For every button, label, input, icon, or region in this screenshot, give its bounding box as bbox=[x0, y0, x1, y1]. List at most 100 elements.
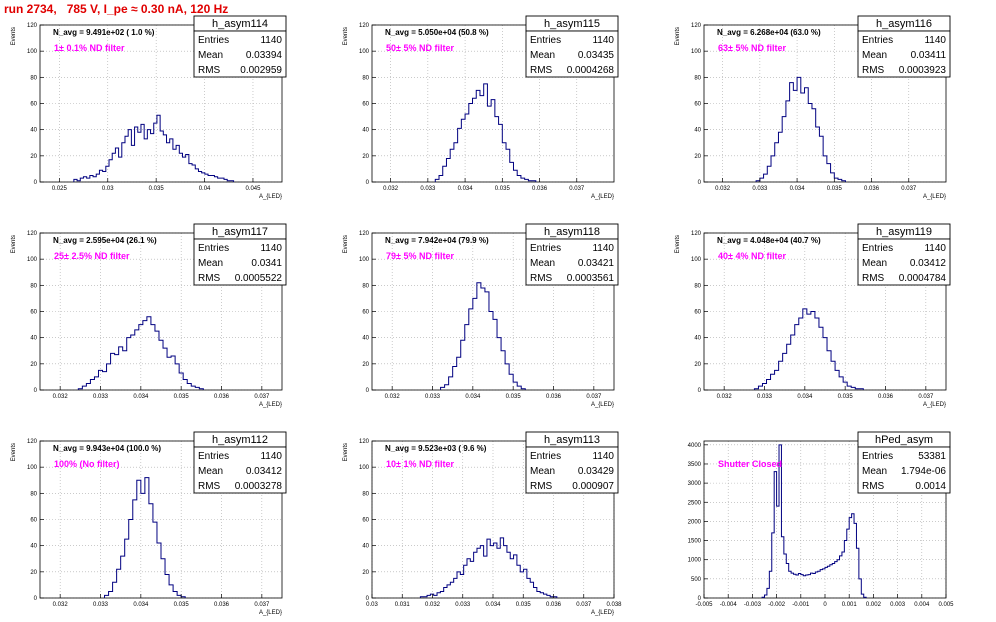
stats-value-rms: 0.0005522 bbox=[235, 273, 283, 284]
histogram-panel-h_asym118: 0.032 0.033 0.034 0.035 0.036 0.037 0 20 40 60 80 1… bbox=[343, 223, 619, 408]
y-tick-label: 60 bbox=[362, 102, 369, 108]
y-tick-label: 20 bbox=[362, 570, 369, 576]
x-axis-label: A_{LED} bbox=[259, 610, 282, 616]
y-tick-label: 0 bbox=[366, 180, 370, 186]
stats-value-entries: 1140 bbox=[592, 35, 614, 46]
histogram-panel-h_asym116: 0.032 0.033 0.034 0.035 0.036 0.037 0 20 40 60 80 1… bbox=[675, 15, 951, 200]
histogram-panel-hPed_asym: -0.005 -0.004 -0.003 -0.002 -0.001 0 0.001 0.00… bbox=[688, 431, 954, 608]
x-tick-label: 0.032 bbox=[383, 186, 399, 192]
x-tick-label: 0.035 bbox=[149, 186, 165, 192]
x-tick-label: 0.036 bbox=[878, 394, 894, 400]
stats-value-entries: 53381 bbox=[918, 451, 946, 462]
x-tick-label: 0.035 bbox=[495, 186, 511, 192]
x-tick-label: 0.004 bbox=[914, 602, 930, 608]
x-tick-label: 0.001 bbox=[842, 602, 858, 608]
stats-value-entries: 1140 bbox=[924, 243, 946, 254]
y-tick-label: 100 bbox=[691, 257, 702, 263]
x-tick-label: 0.034 bbox=[133, 602, 149, 608]
stats-label-rms: RMS bbox=[198, 481, 221, 492]
x-axis-label: A_{LED} bbox=[591, 402, 614, 408]
stats-value-entries: 1140 bbox=[260, 451, 282, 462]
stats-label-mean: Mean bbox=[862, 258, 887, 269]
stats-label-entries: Entries bbox=[198, 35, 229, 46]
stats-value-rms: 0.0014 bbox=[915, 481, 946, 492]
stats-value-mean: 0.03435 bbox=[578, 50, 615, 61]
histogram-line bbox=[440, 282, 526, 390]
y-tick-label: 80 bbox=[30, 491, 37, 497]
stats-label-mean: Mean bbox=[862, 466, 887, 477]
x-tick-label: 0.035 bbox=[174, 602, 190, 608]
x-tick-label: 0.038 bbox=[606, 602, 622, 608]
y-tick-label: 1000 bbox=[688, 558, 702, 564]
x-tick-label: 0.035 bbox=[506, 394, 522, 400]
x-tick-label: 0.002 bbox=[866, 602, 882, 608]
stats-value-mean: 0.03421 bbox=[578, 258, 615, 269]
stats-label-mean: Mean bbox=[198, 258, 223, 269]
y-tick-label: 80 bbox=[694, 75, 701, 81]
stats-value-rms: 0.000907 bbox=[572, 481, 614, 492]
x-tick-label: 0.033 bbox=[93, 394, 109, 400]
x-tick-label: 0.025 bbox=[52, 186, 68, 192]
x-tick-label: 0.033 bbox=[752, 186, 768, 192]
x-tick-label: 0.034 bbox=[458, 186, 474, 192]
y-tick-label: 0 bbox=[366, 388, 370, 394]
n-avg-annotation: N_avg = 6.268e+04 (63.0 %) bbox=[717, 28, 821, 37]
stats-label-rms: RMS bbox=[530, 273, 553, 284]
n-avg-annotation: N_avg = 2.595e+04 (26.1 %) bbox=[53, 236, 157, 245]
y-tick-label: 20 bbox=[362, 362, 369, 368]
filter-label: 100% (No filter) bbox=[54, 459, 120, 469]
y-tick-label: 40 bbox=[362, 128, 369, 134]
n-avg-annotation: N_avg = 7.942e+04 (79.9 %) bbox=[385, 236, 489, 245]
filter-label: 1± 0.1% ND filter bbox=[54, 43, 125, 53]
x-tick-label: -0.001 bbox=[792, 602, 810, 608]
histogram-name: h_asym117 bbox=[212, 226, 268, 238]
y-tick-label: 120 bbox=[27, 23, 38, 29]
stats-box bbox=[525, 30, 619, 78]
y-tick-label: 60 bbox=[30, 102, 37, 108]
stats-value-rms: 0.0004268 bbox=[567, 65, 615, 76]
y-tick-label: 80 bbox=[362, 491, 369, 497]
y-axis-label: Events bbox=[343, 443, 349, 461]
x-tick-label: 0.003 bbox=[890, 602, 906, 608]
x-axis-label: A_{LED} bbox=[591, 194, 614, 200]
x-axis-label: A_{LED} bbox=[923, 194, 946, 200]
x-tick-label: 0.035 bbox=[827, 186, 843, 192]
x-tick-label: 0.032 bbox=[385, 394, 401, 400]
y-tick-label: 20 bbox=[694, 154, 701, 160]
x-tick-label: 0.032 bbox=[53, 394, 69, 400]
y-tick-label: 0 bbox=[34, 180, 38, 186]
y-tick-label: 60 bbox=[30, 518, 37, 524]
stats-label-rms: RMS bbox=[862, 273, 885, 284]
y-tick-label: 20 bbox=[30, 154, 37, 160]
y-tick-label: 120 bbox=[27, 231, 38, 237]
y-tick-label: 0 bbox=[366, 596, 370, 602]
x-tick-label: 0.032 bbox=[717, 394, 733, 400]
x-tick-label: 0.035 bbox=[838, 394, 854, 400]
x-tick-label: 0.035 bbox=[516, 602, 532, 608]
filter-label: 50± 5% ND filter bbox=[386, 43, 454, 53]
y-tick-label: 20 bbox=[694, 362, 701, 368]
x-tick-label: 0.032 bbox=[425, 602, 441, 608]
x-tick-label: 0.034 bbox=[790, 186, 806, 192]
x-tick-label: 0.04 bbox=[199, 186, 211, 192]
stats-value-mean: 0.03412 bbox=[910, 258, 947, 269]
n-avg-annotation: N_avg = 5.050e+04 (50.8 %) bbox=[385, 28, 489, 37]
stats-label-mean: Mean bbox=[530, 50, 555, 61]
stats-label-mean: Mean bbox=[198, 466, 223, 477]
x-tick-label: 0.032 bbox=[715, 186, 731, 192]
y-tick-label: 40 bbox=[694, 336, 701, 342]
stats-value-mean: 0.03429 bbox=[578, 466, 615, 477]
histogram-name: h_asym116 bbox=[876, 18, 932, 30]
stats-value-entries: 1140 bbox=[592, 243, 614, 254]
y-tick-label: 20 bbox=[30, 362, 37, 368]
x-tick-label: 0.045 bbox=[245, 186, 261, 192]
stats-label-mean: Mean bbox=[530, 258, 555, 269]
y-tick-label: 0 bbox=[34, 388, 38, 394]
histogram-name: h_asym113 bbox=[544, 434, 600, 446]
y-tick-label: 40 bbox=[362, 544, 369, 550]
x-tick-label: 0.032 bbox=[53, 602, 69, 608]
histogram-line bbox=[753, 308, 864, 390]
x-tick-label: -0.002 bbox=[768, 602, 786, 608]
x-tick-label: 0.005 bbox=[938, 602, 954, 608]
y-tick-label: 60 bbox=[362, 518, 369, 524]
